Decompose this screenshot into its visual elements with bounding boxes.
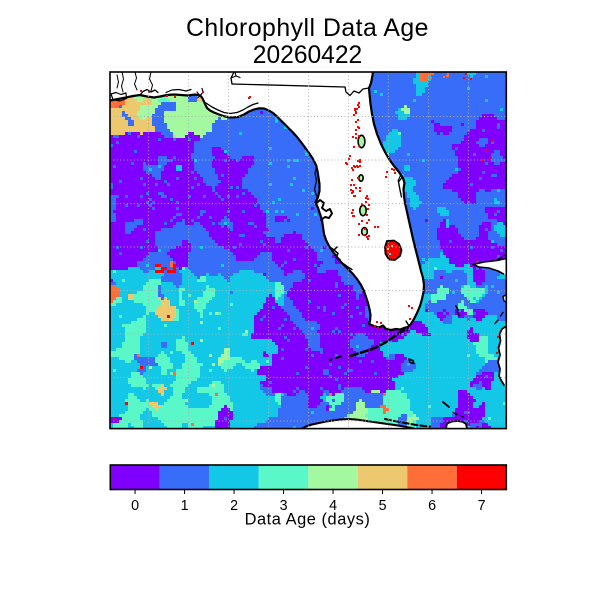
svg-text:2: 2: [230, 498, 238, 514]
svg-text:1: 1: [181, 498, 189, 514]
svg-text:7: 7: [478, 498, 486, 514]
svg-text:Data Age (days): Data Age (days): [245, 510, 371, 528]
svg-text:0: 0: [131, 498, 139, 514]
svg-text:6: 6: [428, 498, 436, 514]
svg-text:4: 4: [329, 498, 337, 514]
svg-text:5: 5: [379, 498, 387, 514]
svg-text:3: 3: [280, 498, 288, 514]
svg-text:Chlorophyll Data Age: Chlorophyll Data Age: [186, 15, 429, 42]
svg-text:20260422: 20260422: [253, 42, 362, 69]
